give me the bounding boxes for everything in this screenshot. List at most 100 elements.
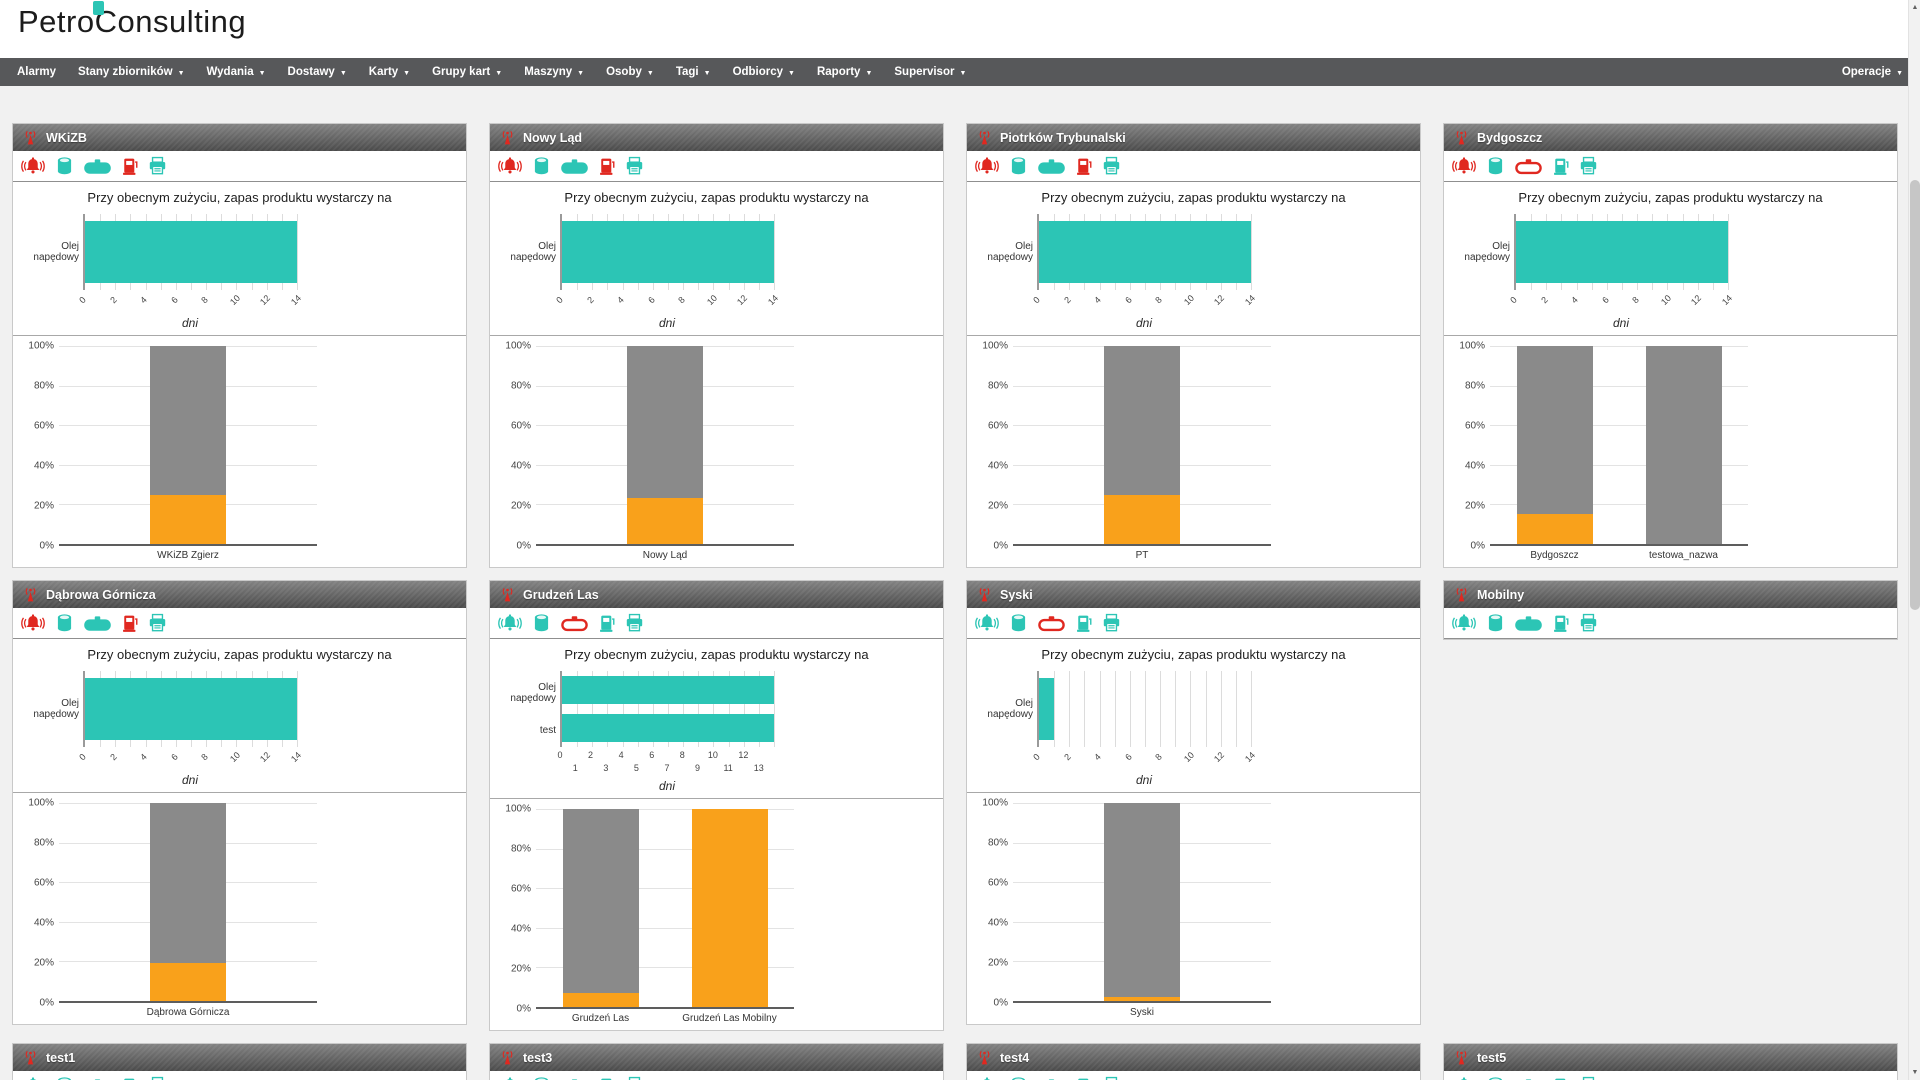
alarm-bell-icon[interactable] <box>1450 613 1478 634</box>
fuel-dispenser-icon[interactable] <box>1073 1075 1094 1080</box>
fill-bar-level <box>627 498 703 544</box>
nav-item-tagi[interactable]: Tagi ▼ <box>665 58 722 86</box>
printer-icon[interactable] <box>146 155 169 177</box>
scroll-up-icon[interactable]: ▲ <box>1909 0 1920 15</box>
nav-item-raporty[interactable]: Raporty ▼ <box>806 58 883 86</box>
vertical-tank-icon[interactable] <box>1484 1075 1507 1080</box>
alarm-bell-icon[interactable] <box>1450 1076 1478 1080</box>
nav-item-odbiorcy[interactable]: Odbiorcy ▼ <box>722 58 806 86</box>
nav-item-maszyny[interactable]: Maszyny ▼ <box>513 58 595 86</box>
main-navbar: Alarmy Stany zbiorników ▼ Wydania ▼ Dostawy ▼ K… <box>0 58 1920 86</box>
fuel-dispenser-icon[interactable] <box>119 612 140 634</box>
vertical-tank-icon[interactable] <box>1007 612 1030 634</box>
alarm-bell-icon[interactable] <box>19 156 47 177</box>
vertical-tank-icon[interactable] <box>530 612 553 634</box>
days-bars <box>1039 671 1251 747</box>
horizontal-tank-icon[interactable] <box>82 1075 113 1080</box>
scroll-down-icon[interactable]: ▼ <box>1909 1065 1920 1080</box>
printer-icon[interactable] <box>623 612 646 634</box>
horizontal-tank-icon[interactable] <box>1036 612 1067 634</box>
alarm-bell-icon[interactable] <box>973 613 1001 634</box>
printer-icon[interactable] <box>1100 612 1123 634</box>
printer-icon[interactable] <box>1100 155 1123 177</box>
panel-header[interactable]: test1 <box>13 1044 466 1071</box>
panel-toolbar <box>13 1071 466 1080</box>
alarm-bell-icon[interactable] <box>496 613 524 634</box>
alarm-bell-icon[interactable] <box>973 1076 1001 1080</box>
horizontal-tank-icon[interactable] <box>1036 155 1067 177</box>
nav-item-karty[interactable]: Karty ▼ <box>358 58 421 86</box>
printer-icon[interactable] <box>623 155 646 177</box>
panel-header[interactable]: Syski <box>967 581 1420 608</box>
fuel-dispenser-icon[interactable] <box>596 155 617 177</box>
days-bar-labels: Olej napędowy <box>498 214 560 290</box>
panel-header[interactable]: test4 <box>967 1044 1420 1071</box>
printer-icon[interactable] <box>1577 1075 1600 1080</box>
scrollbar-thumb[interactable] <box>1910 180 1920 610</box>
vertical-tank-icon[interactable] <box>530 1075 553 1080</box>
printer-icon[interactable] <box>1577 155 1600 177</box>
nav-item-supervisor[interactable]: Supervisor ▼ <box>883 58 977 86</box>
panel-header[interactable]: test5 <box>1444 1044 1897 1071</box>
fuel-dispenser-icon[interactable] <box>1550 612 1571 634</box>
panel-mobilny: Mobilny <box>1443 580 1898 640</box>
horizontal-tank-icon[interactable] <box>559 155 590 177</box>
antenna-icon <box>976 1050 993 1066</box>
days-x-axis: 0 2 4 6 8 10 12 14 <box>1508 290 1734 316</box>
x-tick-label: 2 <box>1061 294 1073 306</box>
vertical-tank-icon[interactable] <box>1007 155 1030 177</box>
vertical-tank-icon[interactable] <box>530 155 553 177</box>
fuel-dispenser-icon[interactable] <box>1073 612 1094 634</box>
fuel-dispenser-icon[interactable] <box>596 612 617 634</box>
fuel-dispenser-icon[interactable] <box>1550 1075 1571 1080</box>
nav-item-stany-zbiornikow[interactable]: Stany zbiorników ▼ <box>67 58 196 86</box>
panel-header[interactable]: test3 <box>490 1044 943 1071</box>
nav-item-osoby[interactable]: Osoby ▼ <box>595 58 665 86</box>
alarm-bell-icon[interactable] <box>19 1076 47 1080</box>
alarm-bell-icon[interactable] <box>496 1076 524 1080</box>
panel-header[interactable]: Piotrków Trybunalski <box>967 124 1420 151</box>
fuel-dispenser-icon[interactable] <box>1073 155 1094 177</box>
alarm-bell-icon[interactable] <box>496 156 524 177</box>
printer-icon[interactable] <box>146 612 169 634</box>
panel-header[interactable]: Nowy Ląd <box>490 124 943 151</box>
horizontal-tank-icon[interactable] <box>1513 1075 1544 1080</box>
horizontal-tank-icon[interactable] <box>1513 612 1544 634</box>
vertical-tank-icon[interactable] <box>1484 612 1507 634</box>
printer-icon[interactable] <box>146 1075 169 1080</box>
alarm-bell-icon[interactable] <box>19 613 47 634</box>
alarm-bell-icon[interactable] <box>1450 156 1478 177</box>
nav-item-operacje[interactable]: Operacje ▼ <box>1831 58 1914 86</box>
fuel-dispenser-icon[interactable] <box>596 1075 617 1080</box>
printer-icon[interactable] <box>623 1075 646 1080</box>
fuel-dispenser-icon[interactable] <box>119 1075 140 1080</box>
panel-header[interactable]: Mobilny <box>1444 581 1897 608</box>
horizontal-tank-icon[interactable] <box>82 155 113 177</box>
vertical-tank-icon[interactable] <box>53 612 76 634</box>
nav-item-grupy-kart[interactable]: Grupy kart ▼ <box>421 58 513 86</box>
nav-item-wydania[interactable]: Wydania ▼ <box>196 58 277 86</box>
vertical-tank-icon[interactable] <box>1484 155 1507 177</box>
panel-header[interactable]: WKiZB <box>13 124 466 151</box>
alarm-bell-icon[interactable] <box>973 156 1001 177</box>
nav-item-dostawy[interactable]: Dostawy ▼ <box>277 58 358 86</box>
horizontal-tank-icon[interactable] <box>559 1075 590 1080</box>
fuel-dispenser-icon[interactable] <box>1550 155 1571 177</box>
vertical-tank-icon[interactable] <box>1007 1075 1030 1080</box>
horizontal-tank-icon[interactable] <box>82 612 113 634</box>
horizontal-tank-icon[interactable] <box>1036 1075 1067 1080</box>
printer-icon[interactable] <box>1100 1075 1123 1080</box>
days-plot-row: Olej napędowy <box>498 214 935 290</box>
fill-bar-remaining <box>1104 346 1180 495</box>
fuel-dispenser-icon[interactable] <box>119 155 140 177</box>
panel-header[interactable]: Bydgoszcz <box>1444 124 1897 151</box>
horizontal-tank-icon[interactable] <box>1513 155 1544 177</box>
panel-header[interactable]: Dąbrowa Górnicza <box>13 581 466 608</box>
vertical-tank-icon[interactable] <box>53 155 76 177</box>
vertical-tank-icon[interactable] <box>53 1075 76 1080</box>
horizontal-tank-icon[interactable] <box>559 612 590 634</box>
vertical-scrollbar[interactable]: ▲ ▼ <box>1908 0 1920 1080</box>
nav-item-alarmy[interactable]: Alarmy <box>6 58 67 86</box>
panel-header[interactable]: Grudzeń Las <box>490 581 943 608</box>
printer-icon[interactable] <box>1577 612 1600 634</box>
